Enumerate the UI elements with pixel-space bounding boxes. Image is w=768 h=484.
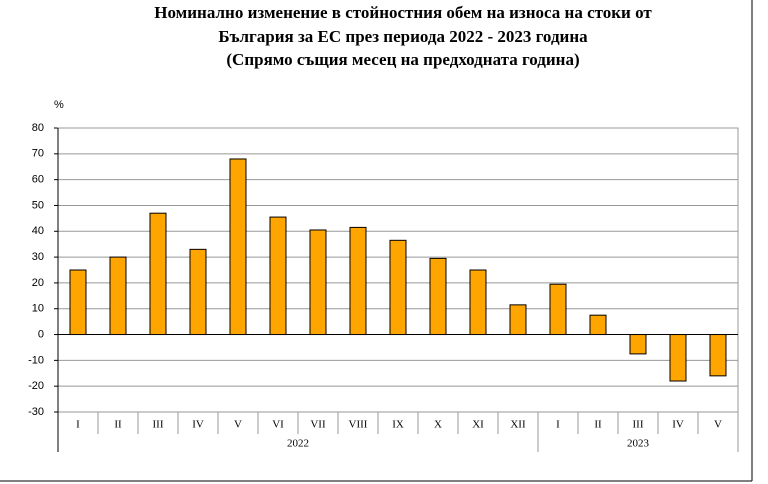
- bar: [309, 229, 327, 336]
- x-tick-label: VIII: [349, 419, 368, 431]
- bar: [69, 269, 87, 336]
- bar: [229, 158, 247, 336]
- x-tick-label: IV: [672, 419, 684, 431]
- bar: [669, 334, 687, 382]
- y-tick-label: 60: [32, 174, 44, 186]
- bar: [269, 216, 287, 336]
- bar: [589, 314, 607, 336]
- x-tick-label: IX: [392, 419, 404, 431]
- y-tick-label: -30: [28, 406, 44, 418]
- bar: [389, 239, 407, 336]
- y-tick-label: -10: [28, 354, 44, 366]
- y-tick-label: 30: [32, 251, 44, 263]
- y-tick-label: 80: [32, 122, 44, 134]
- x-tick-label: XII: [510, 419, 526, 431]
- bar: [469, 269, 487, 336]
- x-tick-label: VII: [310, 419, 326, 431]
- y-unit: %: [54, 99, 64, 111]
- x-tick-label: V: [234, 419, 242, 431]
- bar: [189, 248, 207, 336]
- group-label: 2022: [287, 438, 309, 450]
- y-tick-label: 0: [38, 328, 44, 340]
- y-tick-label: 50: [32, 199, 44, 211]
- y-tick-label: 10: [32, 303, 44, 315]
- chart-title: България за ЕС през периода 2022 - 2023 …: [218, 27, 588, 46]
- x-tick-label: X: [434, 419, 442, 431]
- bar: [509, 304, 527, 336]
- group-label: 2023: [627, 438, 650, 450]
- y-tick-label: -20: [28, 380, 44, 392]
- x-tick-label: III: [633, 419, 644, 431]
- chart-title: Номинално изменение в стойностния обем н…: [154, 3, 652, 22]
- x-tick-label: VI: [272, 419, 284, 431]
- x-tick-label: II: [594, 419, 602, 431]
- y-tick-label: 20: [32, 277, 44, 289]
- x-tick-label: III: [153, 419, 164, 431]
- bar: [709, 334, 727, 377]
- bar: [629, 334, 647, 355]
- x-tick-label: XI: [472, 419, 484, 431]
- x-tick-label: I: [556, 419, 560, 431]
- y-tick-label: 70: [32, 148, 44, 160]
- x-tick-label: I: [76, 419, 80, 431]
- bar: [349, 226, 367, 336]
- x-tick-label: IV: [192, 419, 204, 431]
- y-tick-label: 40: [32, 225, 44, 237]
- bar: [149, 212, 167, 336]
- bar: [429, 257, 447, 336]
- bar: [109, 256, 127, 336]
- bar: [549, 283, 567, 336]
- chart-title: (Спрямо същия месец на предходната годин…: [226, 50, 579, 69]
- x-tick-label: II: [114, 419, 122, 431]
- x-tick-label: V: [714, 419, 722, 431]
